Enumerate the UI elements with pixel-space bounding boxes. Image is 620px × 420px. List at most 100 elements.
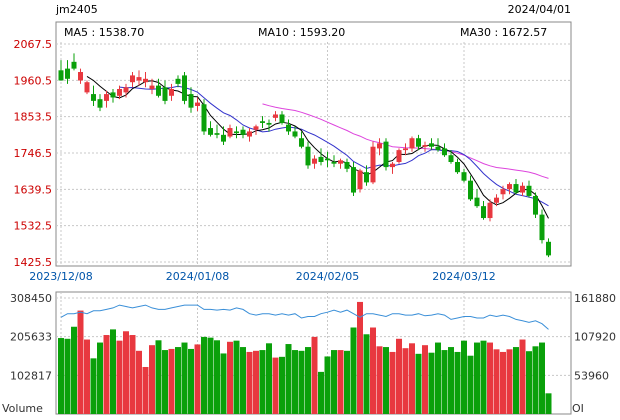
date-axis-labels: 2023/12/08 2024/01/08 2024/02/05 2024/03/12 — [29, 270, 495, 283]
volume-bar — [298, 350, 305, 414]
date-tick-label: 2024/02/05 — [296, 270, 359, 283]
candle-body — [84, 82, 90, 93]
volume-bar — [285, 344, 292, 414]
candle-body — [149, 85, 155, 89]
candle-body — [455, 161, 460, 173]
candle-body — [396, 150, 402, 162]
candle-body — [162, 87, 168, 101]
volume-bar — [539, 342, 545, 414]
volume-bar — [227, 341, 233, 414]
volume-bar — [207, 337, 214, 414]
price-tick-label: 2067.5 — [14, 38, 53, 51]
symbol-label: jm2405 — [55, 3, 98, 16]
volume-bar — [220, 353, 227, 414]
candle-body — [169, 88, 174, 96]
volume-axis-title: Volume — [2, 402, 43, 415]
oi-tick-label: 53960 — [574, 369, 609, 382]
volume-bar — [331, 350, 337, 414]
candle-body — [344, 161, 350, 169]
price-tick-label: 1853.5 — [14, 111, 53, 124]
volume-bar — [454, 351, 461, 414]
candle-body — [383, 141, 389, 168]
candle-body — [331, 161, 337, 164]
volume-bar — [311, 336, 318, 414]
candle-body — [58, 70, 64, 81]
candle-body — [156, 85, 161, 96]
candle-body — [227, 128, 233, 137]
candle-body — [65, 68, 70, 79]
ma5-line — [86, 75, 549, 219]
volume-bar — [415, 353, 422, 414]
volume-bar — [461, 340, 467, 414]
volume-bar — [513, 347, 519, 414]
volume-bar — [181, 342, 188, 414]
candle-body — [299, 138, 304, 147]
volume-bar — [389, 351, 396, 414]
ma-legend-bg — [57, 23, 570, 40]
volume-bar — [259, 350, 266, 414]
volume-tick-label: 102817 — [10, 369, 52, 382]
volume-bar — [480, 340, 487, 414]
candle-body — [487, 202, 493, 219]
volume-bar — [441, 350, 448, 414]
ma30-legend: MA30 : 1672.57 — [460, 26, 547, 39]
candle-body — [286, 124, 291, 132]
volume-bar — [532, 346, 539, 414]
volume-bar — [214, 340, 220, 414]
volume-bar — [246, 351, 253, 414]
volume-bar — [116, 340, 123, 414]
ma5-path — [86, 75, 549, 219]
candle-body — [416, 138, 421, 147]
volume-bar — [201, 336, 207, 414]
price-tick-label: 1639.5 — [14, 183, 53, 196]
volume-bar — [77, 310, 84, 414]
candle-body — [429, 143, 434, 147]
date-tick-label: 2024/03/12 — [432, 270, 495, 283]
candle-body — [110, 92, 116, 98]
price-tick-label: 1532.5 — [14, 220, 53, 233]
volume-bar — [240, 347, 246, 414]
candle-body — [97, 99, 103, 108]
volume-bar — [344, 350, 350, 414]
candle-body — [305, 146, 311, 166]
volume-bar — [357, 301, 363, 414]
candle-body — [539, 214, 545, 241]
candle-body — [364, 172, 369, 183]
volume-bar — [376, 346, 383, 414]
candle-body — [377, 143, 382, 149]
price-tick-label: 1746.5 — [14, 147, 53, 160]
volume-bar — [324, 356, 331, 414]
volume-bar — [370, 327, 376, 414]
candle-body — [240, 129, 246, 135]
volume-bar — [402, 348, 409, 414]
candle-body — [201, 104, 207, 132]
volume-bar — [487, 342, 493, 414]
volume-bar — [162, 350, 168, 414]
candle-body — [338, 160, 343, 164]
price-grid — [56, 22, 571, 266]
candle-body — [130, 75, 135, 83]
volume-bar — [467, 355, 474, 414]
volume-axis-labels: 308450 205633 102817 161880 107920 53960 — [10, 292, 616, 382]
oi-tick-label: 107920 — [574, 331, 616, 344]
candlesticks — [58, 53, 551, 258]
candle-body — [234, 131, 239, 134]
volume-bar — [519, 339, 526, 414]
candle-body — [351, 167, 356, 193]
volume-bar — [396, 338, 402, 414]
candle-body — [260, 121, 265, 123]
volume-bar — [545, 393, 552, 414]
volume-bar — [90, 358, 97, 414]
volume-bar — [168, 348, 175, 414]
volume-bar — [350, 327, 357, 414]
volume-bar — [272, 357, 279, 414]
candle-body — [461, 172, 467, 181]
volume-bar — [305, 347, 311, 414]
volume-bar — [110, 329, 116, 414]
volume-bar — [64, 338, 71, 414]
candle-body — [435, 146, 441, 151]
oi-axis-title: OI — [572, 402, 584, 415]
candle-body — [136, 77, 142, 81]
volume-bar — [422, 345, 428, 414]
volume-bar — [526, 351, 532, 414]
